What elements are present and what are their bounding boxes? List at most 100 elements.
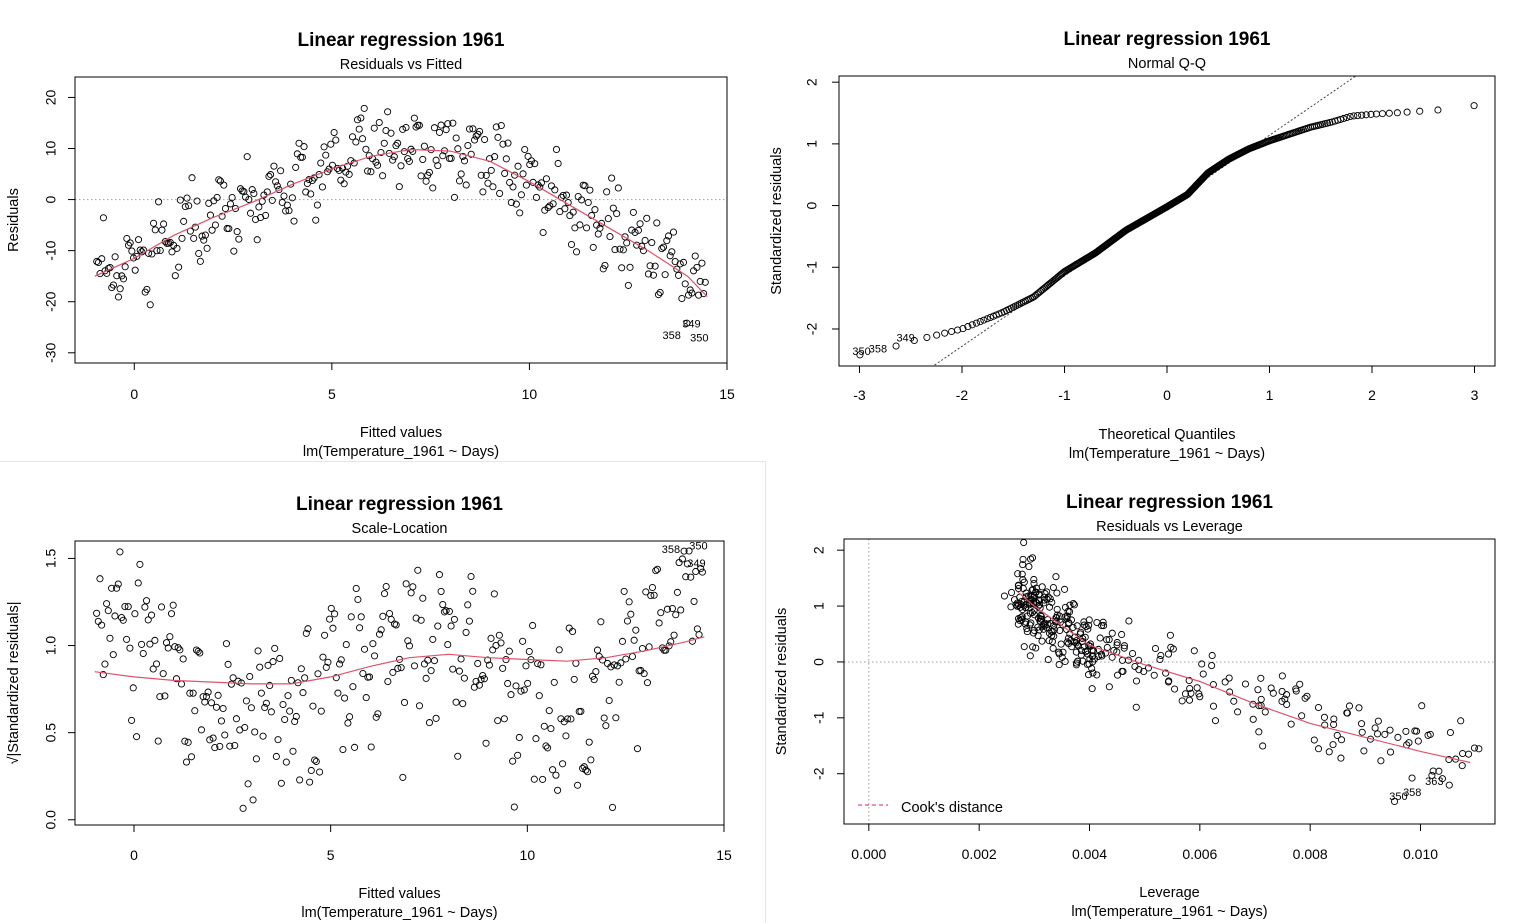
data-point: [1402, 727, 1410, 735]
data-point: [321, 631, 329, 639]
data-point: [340, 180, 348, 188]
data-point: [1052, 573, 1060, 581]
data-point: [397, 664, 405, 672]
data-point: [209, 734, 217, 742]
data-point: [119, 616, 127, 624]
data-point: [1073, 622, 1081, 630]
data-point: [425, 719, 434, 727]
data-point: [1386, 726, 1394, 734]
y-tick-label: 1: [811, 602, 827, 610]
data-point: [452, 134, 460, 142]
data-point: [672, 611, 680, 619]
data-point: [583, 768, 592, 776]
data-point: [648, 239, 656, 247]
data-point: [1385, 109, 1393, 117]
data-point: [400, 148, 408, 156]
data-point: [449, 665, 457, 673]
data-point: [688, 289, 696, 297]
data-point: [484, 656, 492, 664]
data-point: [933, 331, 941, 339]
x-tick-label: 10: [522, 386, 538, 402]
data-point: [1032, 644, 1040, 652]
data-point: [1035, 601, 1044, 609]
data-point: [460, 674, 468, 682]
data-point: [524, 152, 532, 160]
data-point: [1038, 637, 1046, 645]
data-point: [1211, 717, 1220, 725]
data-point: [419, 155, 427, 163]
data-point: [923, 333, 931, 341]
data-point: [149, 665, 157, 673]
data-point: [427, 667, 435, 675]
data-point: [313, 201, 321, 209]
data-point: [111, 253, 119, 261]
loess-smoother-line: [1017, 591, 1471, 764]
y-tick-label: 0: [804, 201, 820, 209]
data-point: [435, 128, 444, 136]
data-point: [668, 604, 676, 613]
data-point: [444, 120, 452, 128]
data-point: [267, 708, 275, 716]
data-point: [1015, 601, 1023, 609]
data-point: [1426, 730, 1434, 738]
data-point: [285, 207, 293, 215]
data-point: [455, 177, 464, 185]
data-point: [360, 104, 368, 112]
data-point: [203, 244, 211, 252]
data-point: [596, 224, 604, 232]
data-point: [620, 587, 628, 595]
data-point: [160, 220, 168, 228]
data-point: [1119, 667, 1127, 675]
data-point: [442, 126, 450, 134]
data-point: [1096, 634, 1104, 642]
data-point: [1072, 648, 1080, 656]
data-point: [507, 691, 515, 699]
data-point: [643, 679, 652, 687]
data-point: [512, 200, 520, 208]
data-point: [1140, 667, 1148, 676]
data-point: [324, 658, 332, 666]
data-point: [1457, 717, 1465, 725]
data-point: [1283, 700, 1291, 708]
data-point: [683, 319, 691, 327]
data-point: [1132, 677, 1141, 685]
data-point: [504, 679, 512, 688]
data-point: [380, 590, 389, 598]
model-caption: lm(Temperature_1961 ~ Days): [1071, 904, 1267, 920]
data-point: [1063, 615, 1071, 623]
data-point: [128, 716, 136, 724]
data-point: [1249, 715, 1257, 723]
panel-subtitle: Scale-Location: [352, 521, 448, 537]
data-point: [1414, 737, 1422, 745]
data-point: [1080, 621, 1088, 629]
data-point: [1298, 712, 1306, 720]
data-point: [336, 660, 344, 668]
data-point: [405, 642, 414, 650]
data-point: [1030, 575, 1038, 584]
cooks-distance-legend-label: Cook's distance: [901, 800, 1003, 816]
data-point: [164, 644, 172, 652]
x-axis-label: Theoretical Quantiles: [1098, 427, 1235, 443]
data-point: [477, 675, 485, 684]
data-point: [577, 707, 585, 715]
data-point: [247, 704, 255, 712]
data-point: [351, 743, 359, 751]
data-point: [1030, 607, 1038, 615]
data-point: [109, 651, 117, 659]
data-point: [358, 135, 367, 143]
data-point: [1007, 588, 1016, 596]
panel-residuals-vs-leverage: Linear regression 1961 Residuals vs Lever…: [774, 492, 1496, 920]
data-point: [457, 170, 465, 178]
data-point: [345, 170, 353, 178]
data-point: [651, 262, 659, 270]
data-point: [484, 179, 492, 187]
data-point: [242, 697, 250, 705]
data-point: [856, 351, 864, 359]
data-point: [414, 566, 422, 574]
plot-frame: [74, 76, 728, 364]
data-point: [536, 183, 544, 191]
data-point: [1438, 775, 1446, 783]
data-point: [357, 613, 365, 621]
data-point: [269, 658, 277, 666]
data-point: [941, 329, 949, 337]
